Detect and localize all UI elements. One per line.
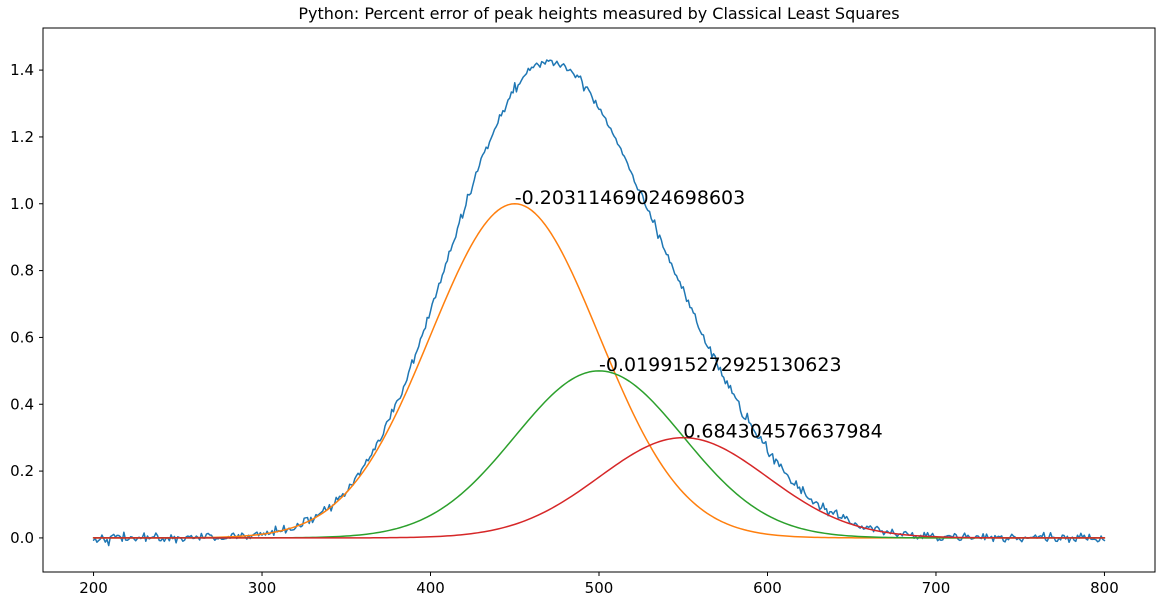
x-tick-label: 500	[585, 579, 614, 597]
series-component-peak-2	[92, 370, 1106, 539]
plot-area: 200 300 400 500 600 700 800 0.0 0.2 0.4 0.6 0.8 1.0 1…	[10, 27, 1156, 597]
x-tick-label: 600	[753, 579, 782, 597]
y-tick-label: 1.0	[10, 195, 34, 213]
y-tick-label: 0.6	[10, 328, 34, 346]
y-tick-label: 0.0	[10, 529, 34, 547]
y-tick-label: 0.2	[10, 462, 34, 480]
x-tick-label: 800	[1090, 579, 1119, 597]
y-tick-label: 1.2	[10, 128, 34, 146]
series-component-peak-3	[92, 436, 1106, 539]
y-tick-label: 1.4	[10, 61, 34, 79]
x-tick-label: 400	[416, 579, 445, 597]
chart-title: Python: Percent error of peak heights me…	[298, 4, 899, 23]
peak-error-annotation: 0.684304576637984	[683, 421, 882, 443]
peak-error-annotation: -0.20311469024698603	[515, 187, 746, 209]
x-tick-label: 300	[248, 579, 277, 597]
x-tick-label: 700	[922, 579, 951, 597]
axes-spines	[42, 27, 1156, 573]
x-tick-label: 200	[79, 579, 108, 597]
y-tick-label: 0.8	[10, 262, 34, 280]
peak-error-annotation: -0.019915272925130623	[599, 354, 842, 376]
y-tick-label: 0.4	[10, 395, 34, 413]
series-measured-signal	[92, 59, 1106, 547]
